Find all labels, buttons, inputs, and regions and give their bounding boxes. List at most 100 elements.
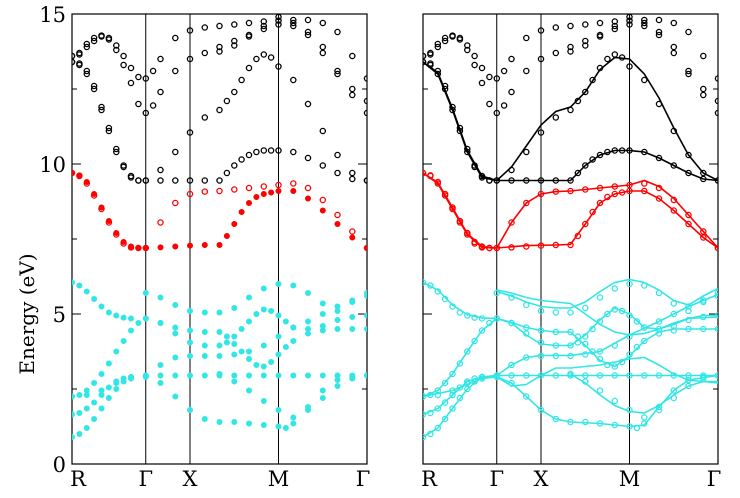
data-point	[135, 244, 142, 252]
band-line	[570, 373, 718, 414]
data-point	[157, 177, 164, 184]
data-point	[319, 49, 327, 57]
data-point	[700, 91, 707, 99]
data-point	[537, 177, 545, 184]
data-point	[604, 310, 611, 318]
data-point	[655, 195, 663, 202]
data-point	[349, 298, 356, 305]
data-point	[157, 319, 164, 326]
data-point	[523, 177, 530, 184]
data-point	[216, 309, 223, 316]
data-point	[641, 337, 648, 345]
data-point	[552, 352, 560, 360]
data-point	[260, 372, 267, 379]
data-point	[267, 54, 275, 61]
data-point	[290, 19, 297, 27]
data-point	[478, 64, 486, 72]
data-point	[441, 415, 449, 423]
data-point	[574, 339, 582, 346]
data-point	[626, 280, 633, 288]
data-point	[596, 31, 604, 39]
data-point	[120, 162, 127, 169]
data-point	[423, 279, 427, 286]
data-point	[508, 244, 515, 251]
data-point	[582, 418, 589, 426]
data-point	[223, 169, 231, 177]
data-point	[186, 339, 193, 346]
data-point	[685, 307, 692, 315]
data-point	[626, 351, 633, 358]
data-point	[363, 177, 367, 184]
y-tick-label: 15	[39, 3, 66, 27]
data-point	[72, 52, 76, 60]
data-point	[157, 244, 164, 251]
data-point	[245, 355, 252, 362]
data-point	[655, 330, 663, 337]
data-point	[655, 100, 663, 108]
data-point	[201, 49, 209, 57]
data-point	[72, 279, 75, 286]
data-point	[201, 372, 208, 379]
data-point	[596, 387, 604, 394]
data-point	[537, 327, 545, 334]
data-point	[604, 55, 611, 63]
band-series	[72, 170, 367, 251]
data-point	[423, 393, 427, 400]
data-point	[304, 28, 312, 36]
plot-frame	[422, 13, 719, 465]
data-point	[582, 162, 589, 169]
data-point	[319, 322, 326, 329]
data-point	[464, 312, 471, 319]
data-point	[508, 372, 515, 379]
data-point	[98, 303, 105, 310]
data-point	[105, 127, 113, 135]
data-point	[157, 166, 164, 174]
data-point	[72, 393, 75, 400]
data-point	[127, 172, 135, 180]
data-point	[319, 207, 326, 214]
data-point	[596, 372, 604, 379]
data-point	[441, 34, 449, 42]
data-point	[349, 175, 356, 183]
data-point	[434, 387, 442, 394]
data-point	[105, 36, 113, 43]
data-point	[201, 309, 208, 316]
data-point	[186, 372, 193, 379]
data-point	[700, 234, 707, 241]
data-point	[304, 289, 311, 296]
data-point	[567, 309, 574, 316]
band-series	[567, 370, 718, 421]
data-point	[670, 372, 678, 379]
data-point	[618, 358, 626, 366]
data-point	[127, 327, 134, 334]
data-point	[90, 192, 98, 199]
data-point	[231, 340, 238, 347]
data-point	[471, 52, 478, 60]
data-point	[611, 397, 619, 405]
data-point	[508, 88, 515, 96]
data-point	[76, 51, 83, 58]
x-tick-label: X	[534, 467, 549, 491]
data-point	[582, 37, 589, 45]
data-point	[567, 342, 574, 349]
data-point	[567, 328, 574, 336]
data-point	[98, 106, 105, 114]
data-point	[157, 88, 164, 96]
data-point	[574, 333, 582, 340]
data-point	[260, 51, 268, 58]
band-series	[423, 169, 718, 252]
data-point	[441, 82, 449, 90]
data-point	[441, 379, 449, 387]
data-point	[523, 324, 530, 331]
data-point	[423, 433, 427, 441]
data-point	[464, 348, 471, 355]
data-point	[611, 25, 619, 33]
band-series	[216, 21, 367, 105]
data-point	[245, 294, 252, 301]
data-point	[142, 109, 150, 117]
data-point	[449, 387, 456, 394]
band-series	[423, 51, 718, 184]
data-point	[157, 372, 164, 379]
data-point	[523, 243, 530, 250]
data-point	[275, 423, 282, 430]
